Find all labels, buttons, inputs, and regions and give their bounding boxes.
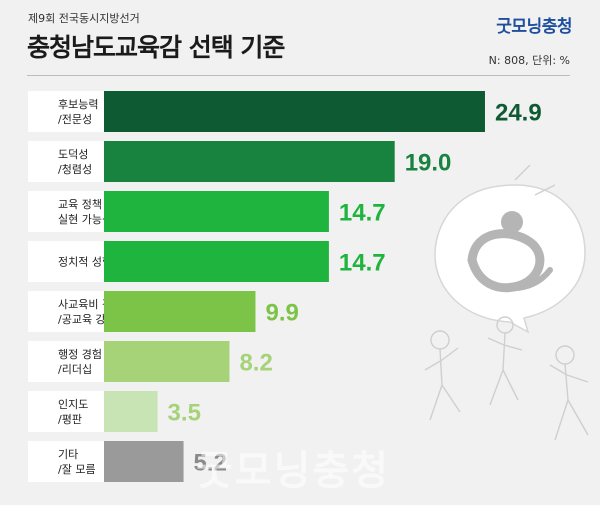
watermark: 굿모닝충청 [196,448,390,494]
category-label: 실현 가능성 [58,213,112,226]
category-label: /청렴성 [58,163,92,176]
value-label: 19.0 [405,150,452,177]
page-title: 충청남도교육감 선택 기준 [27,33,285,62]
category-label: /리더십 [58,363,92,376]
category-label: 기타 [58,448,78,461]
category-label: 도덕성 [58,148,88,161]
category-label: /공교육 강화 [58,313,116,326]
category-label-box [28,91,104,132]
brand-logo: 굿모닝충청 [496,17,572,37]
category-label: /평판 [58,413,82,426]
category-label-box [28,241,104,282]
bar [104,241,329,282]
bar [104,191,329,232]
bar [104,341,230,382]
value-label: 8.2 [239,350,272,377]
value-label: 3.5 [168,400,201,427]
value-label: 9.9 [265,300,298,327]
category-label-box [28,391,104,432]
subtitle: 제9회 전국동시지방선거 [28,12,140,25]
value-label: 5.2 [194,450,227,477]
header-divider [27,75,570,76]
category-label: 행정 경험 [58,348,102,361]
bar [104,141,395,182]
category-label-box [28,341,104,382]
category-label-box [28,141,104,182]
bar [104,91,485,132]
bar [104,391,158,432]
category-label-box [28,441,104,482]
bar [104,441,184,482]
category-label: /전문성 [58,113,92,126]
value-label: 14.7 [339,200,386,227]
decoration-illustration-icon [424,164,589,441]
bar [104,291,256,332]
category-label-box [28,291,104,332]
category-label: 후보능력 [58,98,98,111]
value-label: 14.7 [339,250,386,277]
category-label: /잘 모름 [58,463,96,476]
category-label: 교육 정책 [58,198,102,211]
value-label: 24.9 [495,100,542,127]
category-label-box [28,191,104,232]
category-label: 인지도 [58,398,88,411]
category-label: 정치적 성향 [58,256,112,269]
sample-unit-note: N: 808, 단위: % [488,54,570,67]
